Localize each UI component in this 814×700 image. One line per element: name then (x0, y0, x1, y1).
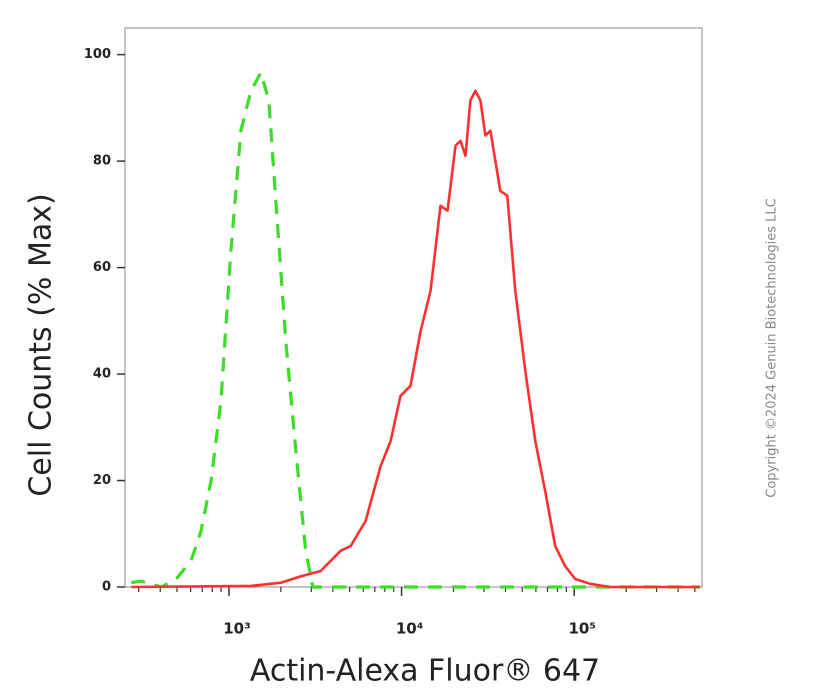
y-axis-label: Cell Counts (% Max) (24, 193, 59, 496)
y-tick-label: 40 (93, 367, 111, 382)
plot-frame (124, 27, 703, 588)
y-tick-label: 60 (93, 260, 111, 275)
copyright: Copyright ©2024 Genuin Biotechnologies L… (765, 198, 780, 497)
y-tick-label: 100 (84, 47, 111, 62)
x-tick-label: 10³ (223, 620, 250, 638)
x-tick-label: 10⁵ (568, 620, 595, 638)
x-axis-label: Actin-Alexa Fluor® 647 (250, 654, 600, 689)
y-tick-label: 20 (93, 473, 111, 488)
y-tick-label: 80 (93, 154, 111, 169)
series-line (131, 89, 700, 589)
series-line (131, 71, 700, 589)
y-tick-label: 0 (102, 580, 111, 595)
x-tick-label: 10⁴ (396, 620, 423, 638)
